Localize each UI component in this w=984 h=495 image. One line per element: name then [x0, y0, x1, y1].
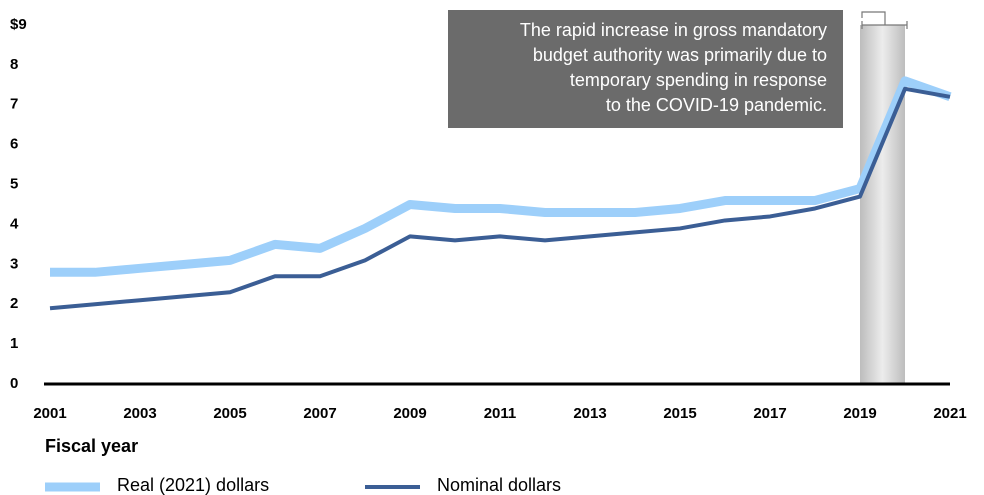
x-tick-label: 2001 [33, 405, 66, 422]
y-tick-label: 2 [10, 295, 18, 312]
legend-label: Nominal dollars [437, 475, 561, 495]
x-tick-label: 2005 [213, 405, 246, 422]
highlight-layer [860, 25, 905, 384]
series-line [49, 86, 951, 311]
y-tick-label: 8 [10, 56, 18, 73]
y-tick-label: $9 [10, 16, 27, 33]
x-tick-label: 2007 [303, 405, 336, 422]
highlight-band [860, 25, 905, 384]
annotation-text: budget authority was primarily due to [533, 45, 827, 65]
series-line [50, 76, 952, 277]
x-tick-label: 2015 [663, 405, 696, 422]
x-tick-label: 2021 [933, 405, 966, 422]
y-tick-label: 5 [10, 176, 18, 193]
annotation-text: to the COVID-19 pandemic. [606, 95, 827, 115]
x-tick-label: 2019 [843, 405, 876, 422]
x-axis-label: Fiscal year [45, 436, 138, 456]
y-tick-label: 3 [10, 255, 18, 272]
annotation-text: The rapid increase in gross mandatory [520, 20, 827, 40]
x-tick-label: 2013 [573, 405, 606, 422]
x-tick-label: 2011 [484, 405, 517, 422]
legend-label: Real (2021) dollars [117, 475, 269, 495]
y-tick-label: 1 [10, 335, 18, 352]
bracket [861, 11, 908, 29]
y-tick-label: 6 [10, 136, 18, 153]
y-tick-label: 0 [10, 375, 18, 392]
annotation-box [448, 10, 843, 128]
x-tick-label: 2009 [393, 405, 426, 422]
x-tick-label: 2017 [753, 405, 786, 422]
x-tick-label: 2003 [123, 405, 156, 422]
y-tick-label: 7 [10, 96, 18, 113]
y-tick-label: 4 [10, 215, 19, 232]
annotation-text: temporary spending in response [570, 70, 827, 90]
